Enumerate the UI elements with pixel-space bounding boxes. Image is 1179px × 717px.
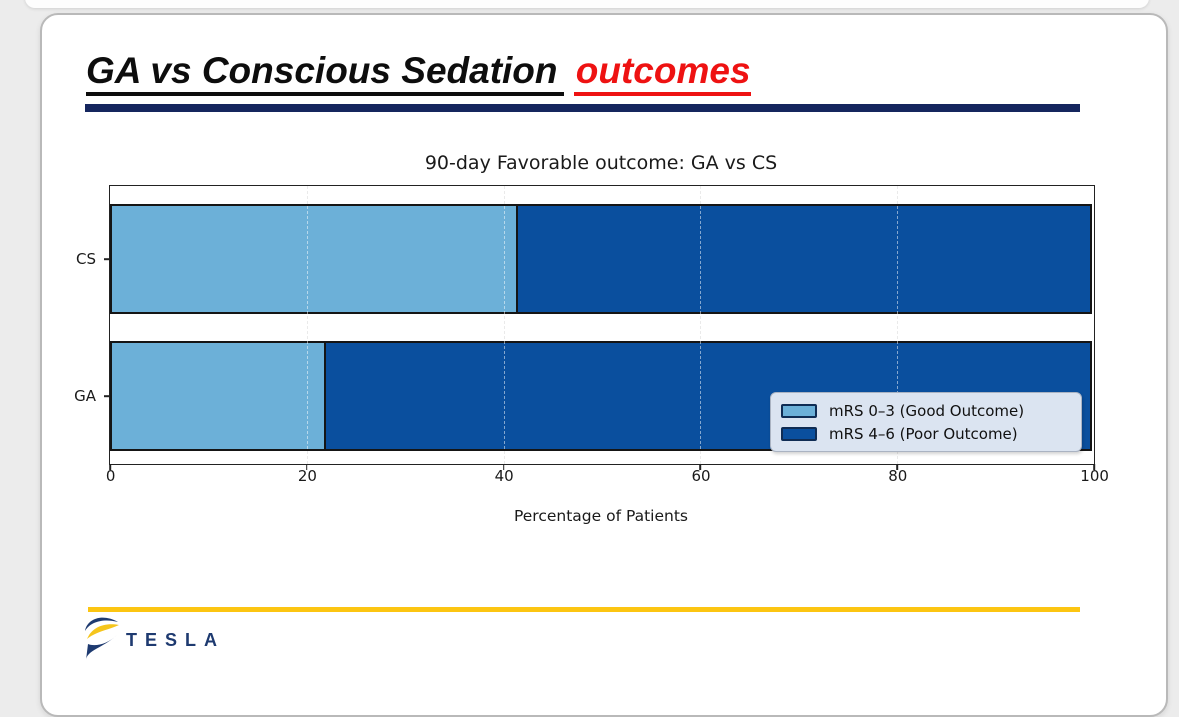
legend-entry: mRS 0–3 (Good Outcome) — [781, 402, 1071, 420]
chart-title: 90-day Favorable outcome: GA vs CS — [424, 152, 778, 174]
background-card-edge — [25, 0, 1149, 8]
legend-label: mRS 4–6 (Poor Outcome) — [829, 424, 1018, 443]
x-tick-mark-0 — [109, 464, 111, 470]
footer-logo: TESLA — [82, 614, 225, 662]
legend-swatch-icon — [781, 426, 817, 441]
legend-entry: mRS 4–6 (Poor Outcome) — [781, 425, 1071, 443]
x-tick-label-60: 60 — [691, 467, 711, 485]
bar-row-cs — [110, 204, 1094, 314]
slide-title-main: GA vs Conscious Sedation — [86, 50, 564, 96]
x-tick-label-20: 20 — [297, 467, 317, 485]
gridline-overlay-x-80 — [897, 186, 899, 464]
y-tick-label-ga: GA — [74, 387, 96, 405]
chart-legend: mRS 0–3 (Good Outcome) mRS 4–6 (Poor Outc… — [770, 392, 1082, 452]
slide-card: GA vs Conscious Sedation outcomes 90-day… — [40, 13, 1168, 717]
x-tick-label-0: 0 — [105, 467, 116, 485]
x-tick-mark-60 — [699, 464, 702, 470]
page-background: { "page": { "background_color": "#ececec… — [25, 0, 1168, 717]
y-tick-mark-cs — [104, 258, 110, 260]
x-tick-label-80: 80 — [888, 467, 908, 485]
gridline-overlay-x-60 — [700, 186, 702, 464]
bar-segment-cs — [110, 204, 519, 314]
tesla-swirl-icon — [85, 617, 119, 660]
bar-segment-ga — [110, 341, 327, 451]
footer-divider-rule — [88, 607, 1080, 612]
gridline-overlay-x-40 — [503, 186, 505, 464]
y-tick-label-cs: CS — [76, 250, 96, 268]
chart-plot-area: mRS 0–3 (Good Outcome) mRS 4–6 (Poor Outc… — [74, 185, 1095, 470]
slide-title: GA vs Conscious Sedation outcomes — [86, 49, 751, 96]
legend-swatch-icon — [781, 403, 817, 418]
x-axis-label: Percentage of Patients — [513, 507, 689, 525]
x-tick-label-40: 40 — [494, 467, 514, 485]
gridline-overlay-x-20 — [306, 186, 308, 464]
footer-logo-text: TESLA — [126, 629, 226, 650]
x-tick-mark-80 — [896, 464, 898, 470]
title-divider-rule — [85, 104, 1080, 112]
x-tick-mark-100 — [1093, 464, 1095, 470]
x-tick-mark-20 — [306, 464, 308, 470]
slide-title-accent: outcomes — [573, 50, 751, 96]
y-tick-mark-ga — [104, 395, 110, 397]
x-tick-label-100: 100 — [1080, 467, 1109, 485]
x-tick-mark-40 — [502, 464, 505, 470]
bar-segment-cs — [516, 204, 1092, 314]
legend-label: mRS 0–3 (Good Outcome) — [829, 401, 1025, 420]
